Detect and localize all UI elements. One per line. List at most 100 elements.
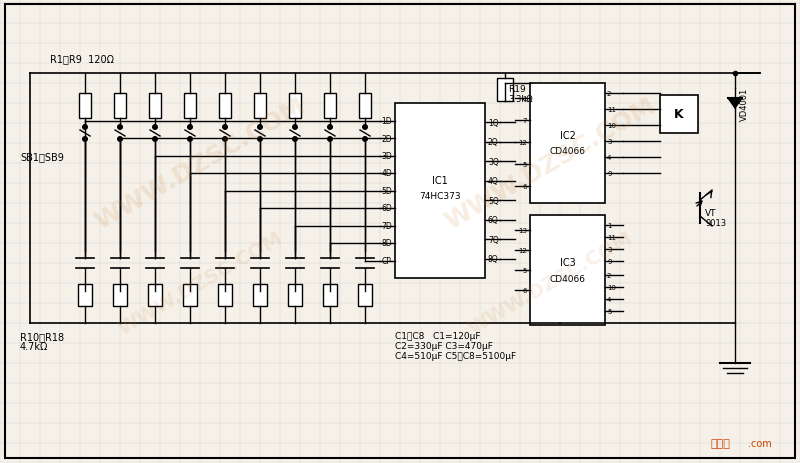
Bar — [323, 284, 337, 307]
Text: SB1～SB9: SB1～SB9 — [20, 152, 64, 162]
Text: .com: .com — [748, 438, 772, 448]
Text: CD4066: CD4066 — [550, 147, 586, 156]
Text: 1D: 1D — [382, 117, 392, 126]
Text: 接线图: 接线图 — [710, 438, 730, 448]
Text: 6: 6 — [522, 184, 527, 189]
Text: C4=510μF C5～C8=5100μF: C4=510μF C5～C8=5100μF — [395, 351, 516, 360]
Circle shape — [292, 125, 298, 131]
Bar — [113, 284, 127, 307]
Text: 1: 1 — [607, 223, 611, 229]
Text: C1～C8   C1=120μF: C1～C8 C1=120μF — [395, 332, 481, 340]
Text: WWW.DZSC.COM: WWW.DZSC.COM — [114, 229, 286, 338]
Text: 3.3kΩ: 3.3kΩ — [508, 94, 533, 103]
Text: 10: 10 — [607, 284, 616, 290]
Bar — [219, 94, 231, 119]
Bar — [184, 94, 196, 119]
Text: 9013: 9013 — [705, 219, 726, 228]
Circle shape — [222, 125, 228, 131]
Text: 11: 11 — [607, 234, 616, 240]
Text: 5Q: 5Q — [488, 196, 498, 205]
Text: 2Q: 2Q — [488, 138, 498, 147]
Text: R19: R19 — [508, 84, 526, 94]
Text: 7Q: 7Q — [488, 235, 498, 244]
Text: WWW.DZSC.COM: WWW.DZSC.COM — [441, 94, 659, 234]
Text: CP: CP — [382, 257, 392, 265]
Circle shape — [82, 125, 88, 131]
Text: VT: VT — [705, 209, 717, 218]
Circle shape — [187, 125, 193, 131]
Bar — [497, 79, 513, 102]
Circle shape — [362, 137, 368, 143]
Circle shape — [152, 125, 158, 131]
Bar — [288, 284, 302, 307]
Text: IC1: IC1 — [432, 176, 448, 186]
Text: 9: 9 — [607, 258, 611, 264]
Circle shape — [257, 137, 263, 143]
Bar — [253, 284, 267, 307]
Bar — [79, 94, 91, 119]
Text: WWW.DZSC.COM: WWW.DZSC.COM — [90, 94, 310, 234]
Bar — [148, 284, 162, 307]
Text: 1Q: 1Q — [488, 119, 498, 128]
Text: 3: 3 — [607, 246, 611, 252]
Text: 4: 4 — [607, 155, 611, 161]
Text: R10～R18: R10～R18 — [20, 332, 64, 341]
Text: IC3: IC3 — [560, 257, 575, 268]
Text: 3D: 3D — [382, 152, 392, 161]
Circle shape — [257, 125, 263, 131]
Circle shape — [327, 137, 333, 143]
Text: 8D: 8D — [382, 239, 392, 248]
Text: 5: 5 — [522, 268, 527, 274]
Text: 7: 7 — [522, 118, 527, 124]
Text: 8Q: 8Q — [488, 255, 498, 263]
Text: 11: 11 — [607, 107, 616, 113]
Bar — [660, 96, 698, 134]
Text: 74HC373: 74HC373 — [419, 192, 461, 200]
Circle shape — [117, 125, 123, 131]
Bar — [530, 216, 605, 325]
Text: 9: 9 — [607, 171, 611, 176]
Text: 4Q: 4Q — [488, 177, 498, 186]
Circle shape — [327, 125, 333, 131]
Bar — [78, 284, 92, 307]
Text: 4: 4 — [607, 296, 611, 302]
Text: 4D: 4D — [382, 169, 392, 178]
Text: K: K — [674, 108, 684, 121]
Bar — [254, 94, 266, 119]
Circle shape — [292, 137, 298, 143]
Text: 3Q: 3Q — [488, 157, 498, 167]
Circle shape — [362, 125, 368, 131]
Text: 6: 6 — [522, 288, 527, 294]
Circle shape — [117, 137, 123, 143]
Text: R1～R9  120Ω: R1～R9 120Ω — [50, 54, 114, 64]
Bar — [289, 94, 301, 119]
Text: 3: 3 — [607, 139, 611, 144]
Text: 12: 12 — [518, 247, 527, 253]
Text: WWW.DZSC.COM: WWW.DZSC.COM — [465, 229, 635, 338]
Bar — [183, 284, 197, 307]
Text: 5: 5 — [522, 162, 527, 168]
Text: 4.7kΩ: 4.7kΩ — [20, 341, 48, 351]
Text: VD4001: VD4001 — [740, 87, 749, 120]
Circle shape — [222, 137, 228, 143]
Text: 2D: 2D — [382, 134, 392, 143]
Bar — [149, 94, 161, 119]
Bar — [359, 94, 371, 119]
Text: 7D: 7D — [382, 221, 392, 231]
Bar — [218, 284, 232, 307]
Bar — [114, 94, 126, 119]
Text: IC2: IC2 — [559, 131, 575, 141]
Bar — [530, 84, 605, 204]
Text: CD4066: CD4066 — [550, 274, 586, 283]
Text: C2=330μF C3=470μF: C2=330μF C3=470μF — [395, 341, 493, 350]
Text: 13: 13 — [518, 227, 527, 233]
Text: 5D: 5D — [382, 187, 392, 195]
Text: 5: 5 — [607, 308, 611, 314]
Circle shape — [82, 137, 88, 143]
Circle shape — [187, 137, 193, 143]
Text: 1: 1 — [522, 96, 527, 102]
Bar — [358, 284, 372, 307]
Text: 12: 12 — [518, 140, 527, 146]
Text: 6Q: 6Q — [488, 216, 498, 225]
Bar — [395, 104, 485, 278]
